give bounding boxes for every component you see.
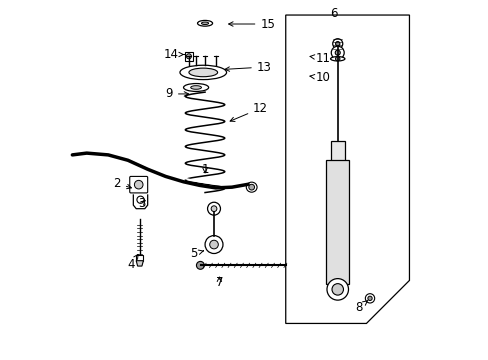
Ellipse shape xyxy=(246,182,257,192)
Circle shape xyxy=(365,294,374,303)
Circle shape xyxy=(137,196,144,203)
Text: 6: 6 xyxy=(330,7,337,20)
Text: 3: 3 xyxy=(138,197,146,210)
Ellipse shape xyxy=(330,57,344,61)
Ellipse shape xyxy=(180,65,226,80)
Text: 9: 9 xyxy=(165,87,188,100)
Circle shape xyxy=(207,202,220,215)
Text: 4: 4 xyxy=(127,255,138,271)
Circle shape xyxy=(331,284,343,295)
Circle shape xyxy=(335,50,340,55)
Circle shape xyxy=(204,235,223,253)
Circle shape xyxy=(330,46,344,59)
Polygon shape xyxy=(325,160,348,284)
Circle shape xyxy=(186,54,191,59)
Ellipse shape xyxy=(190,86,201,89)
Circle shape xyxy=(332,39,342,49)
Text: 12: 12 xyxy=(230,102,267,121)
Circle shape xyxy=(134,180,142,189)
Polygon shape xyxy=(184,52,193,60)
Ellipse shape xyxy=(183,84,208,91)
Ellipse shape xyxy=(197,21,212,26)
Polygon shape xyxy=(330,140,344,180)
Circle shape xyxy=(196,261,204,269)
Text: 7: 7 xyxy=(215,276,223,289)
Circle shape xyxy=(367,296,371,301)
Text: 13: 13 xyxy=(224,60,271,73)
Text: 11: 11 xyxy=(309,51,330,64)
Text: 5: 5 xyxy=(190,247,203,260)
Ellipse shape xyxy=(201,22,208,24)
Circle shape xyxy=(211,206,217,212)
Text: 8: 8 xyxy=(355,300,367,314)
Circle shape xyxy=(326,279,348,300)
Text: 1: 1 xyxy=(201,163,208,176)
Circle shape xyxy=(335,57,339,61)
Text: 15: 15 xyxy=(228,18,275,31)
Ellipse shape xyxy=(188,68,217,77)
FancyBboxPatch shape xyxy=(129,176,147,193)
Text: 14: 14 xyxy=(163,48,183,61)
Text: 10: 10 xyxy=(309,71,330,84)
Polygon shape xyxy=(136,255,143,261)
Circle shape xyxy=(248,184,254,190)
Text: 2: 2 xyxy=(113,177,131,190)
Circle shape xyxy=(335,41,339,46)
Polygon shape xyxy=(136,261,143,266)
Circle shape xyxy=(209,240,218,249)
